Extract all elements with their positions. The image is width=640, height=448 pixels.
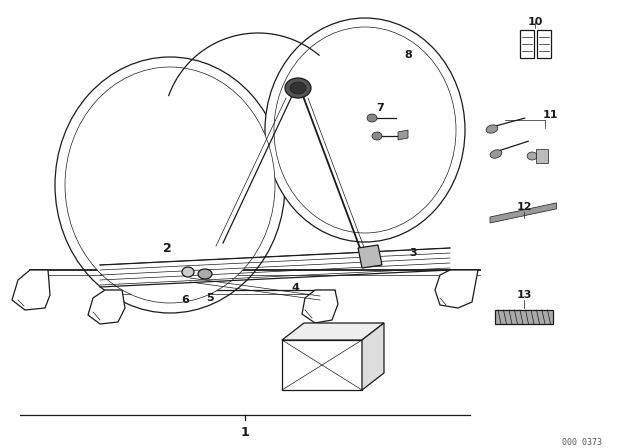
Polygon shape xyxy=(358,245,382,268)
Ellipse shape xyxy=(290,82,306,94)
Text: 13: 13 xyxy=(516,290,532,300)
Ellipse shape xyxy=(486,125,498,133)
Ellipse shape xyxy=(182,267,194,277)
Ellipse shape xyxy=(490,150,502,158)
Ellipse shape xyxy=(265,18,465,242)
Polygon shape xyxy=(282,323,384,340)
Text: 8: 8 xyxy=(404,50,412,60)
Text: 5: 5 xyxy=(206,293,214,303)
Polygon shape xyxy=(435,270,478,308)
Polygon shape xyxy=(536,149,548,163)
Ellipse shape xyxy=(372,132,382,140)
Ellipse shape xyxy=(367,114,377,122)
Text: 11: 11 xyxy=(542,110,557,120)
Polygon shape xyxy=(495,310,553,324)
Polygon shape xyxy=(520,30,534,58)
Text: 6: 6 xyxy=(181,295,189,305)
Text: 3: 3 xyxy=(409,248,417,258)
Text: 4: 4 xyxy=(291,283,299,293)
Text: 000 0373: 000 0373 xyxy=(562,438,602,447)
Ellipse shape xyxy=(285,78,311,98)
Text: 10: 10 xyxy=(527,17,543,27)
Polygon shape xyxy=(537,30,551,58)
Ellipse shape xyxy=(527,152,537,160)
Text: 1: 1 xyxy=(241,426,250,439)
Polygon shape xyxy=(398,130,408,140)
Ellipse shape xyxy=(274,27,456,233)
Ellipse shape xyxy=(65,67,275,303)
Ellipse shape xyxy=(55,57,285,313)
Text: 9: 9 xyxy=(346,332,354,342)
Polygon shape xyxy=(282,340,362,390)
Text: 7: 7 xyxy=(376,103,384,113)
Text: 12: 12 xyxy=(516,202,532,212)
Polygon shape xyxy=(88,290,125,324)
Polygon shape xyxy=(12,270,50,310)
Text: 2: 2 xyxy=(163,241,172,254)
Polygon shape xyxy=(362,323,384,390)
Polygon shape xyxy=(302,290,338,323)
Polygon shape xyxy=(490,203,557,223)
Ellipse shape xyxy=(198,269,212,279)
